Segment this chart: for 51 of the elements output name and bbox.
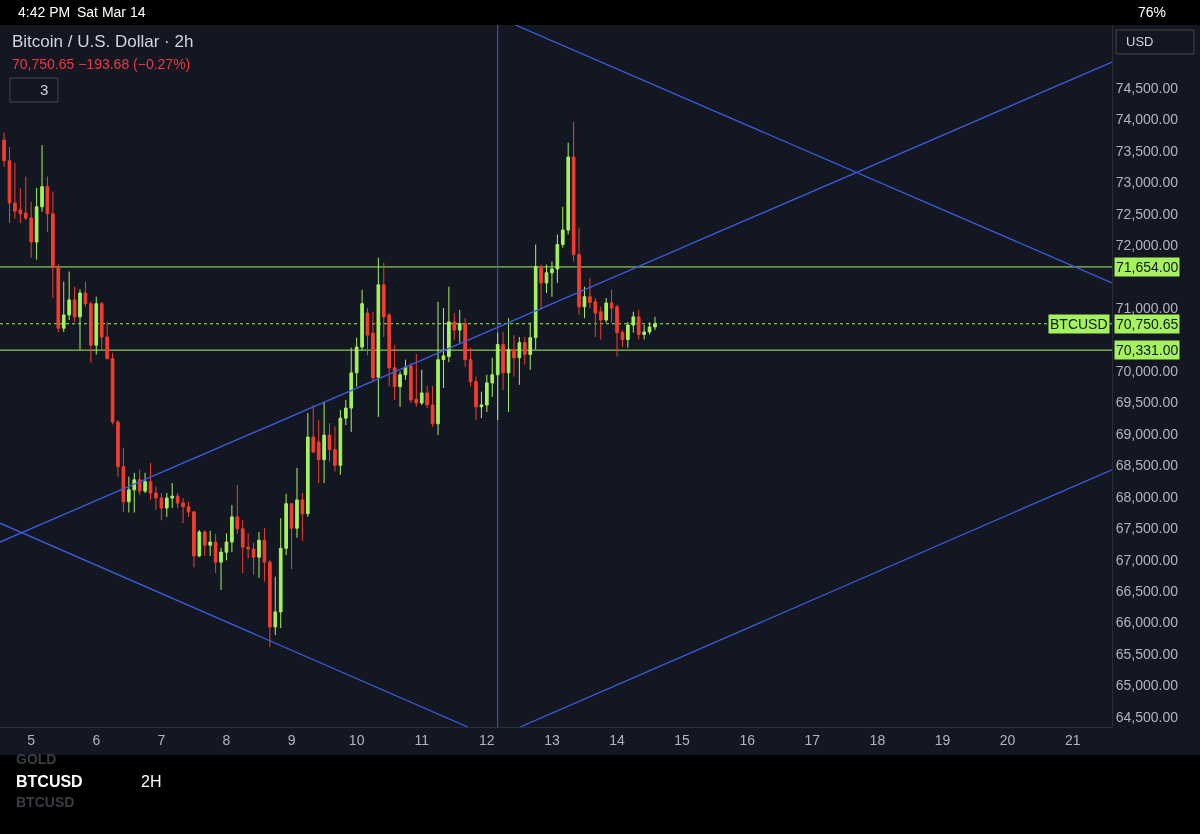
x-tick-label: 6	[92, 731, 101, 748]
x-tick-label: 14	[609, 731, 626, 748]
text: 4:42 PM	[18, 4, 71, 20]
y-tick-label: 65,500.00	[1115, 645, 1179, 662]
y-tick-label: 65,000.00	[1115, 677, 1179, 694]
y-tick-label: 69,000.00	[1115, 425, 1179, 442]
y-tick-label: 72,000.00	[1115, 237, 1179, 254]
x-tick-label: 13	[544, 731, 560, 748]
text: BTCUSD	[16, 794, 75, 810]
y-tick-label: 66,000.00	[1115, 614, 1179, 631]
y-tick-label: 74,500.00	[1115, 79, 1179, 96]
y-tick-label: 74,000.00	[1115, 111, 1179, 128]
text: 2H	[141, 773, 162, 790]
x-tick-label: 8	[222, 731, 231, 748]
y-tick-label: 64,500.00	[1115, 708, 1179, 725]
x-tick-label: 21	[1064, 731, 1081, 748]
annotation: 3	[40, 81, 49, 98]
y-tick-label: 67,000.00	[1115, 551, 1179, 568]
y-tick-label: 72,500.00	[1115, 205, 1179, 222]
x-tick-label: 12	[479, 731, 495, 748]
ref-line-label: 70,750.65	[1116, 316, 1179, 332]
text: 70,750.65 −193.68 (−0.27%)	[12, 56, 191, 72]
y-tick-label: 73,500.00	[1115, 142, 1179, 159]
text: Sat Mar 14	[77, 4, 146, 20]
y-tick-label: 69,500.00	[1115, 394, 1179, 411]
x-tick-label: 18	[869, 731, 886, 748]
x-tick-label: 10	[348, 731, 365, 748]
y-tick-label: 66,500.00	[1115, 583, 1179, 600]
ref-line-label: 71,654.00	[1116, 259, 1179, 275]
annotation: BTCUSD	[1050, 316, 1108, 332]
x-tick-label: 15	[674, 731, 691, 748]
text: GOLD	[16, 751, 57, 767]
text: 76%	[1138, 4, 1167, 20]
y-tick-label: 70,000.00	[1115, 362, 1179, 379]
y-tick-label: 71,000.00	[1115, 299, 1179, 316]
text: BTCUSD	[16, 773, 83, 790]
y-tick-label: 68,000.00	[1115, 488, 1179, 505]
x-tick-label: 5	[27, 731, 36, 748]
x-tick-label: 11	[414, 731, 430, 748]
ref-line-label: 70,331.00	[1116, 342, 1179, 358]
y-tick-label: 67,500.00	[1115, 520, 1179, 537]
x-tick-label: 17	[804, 731, 821, 748]
x-tick-label: 9	[287, 731, 296, 748]
x-tick-label: 16	[739, 731, 756, 748]
x-tick-label: 7	[157, 731, 166, 748]
y-tick-label: 73,000.00	[1115, 174, 1179, 191]
text: USD	[1126, 34, 1154, 49]
x-tick-label: 20	[999, 731, 1016, 748]
x-tick-label: 19	[934, 731, 951, 748]
chart-title: Bitcoin / U.S. Dollar · 2h	[12, 32, 194, 51]
y-tick-label: 68,500.00	[1115, 457, 1179, 474]
